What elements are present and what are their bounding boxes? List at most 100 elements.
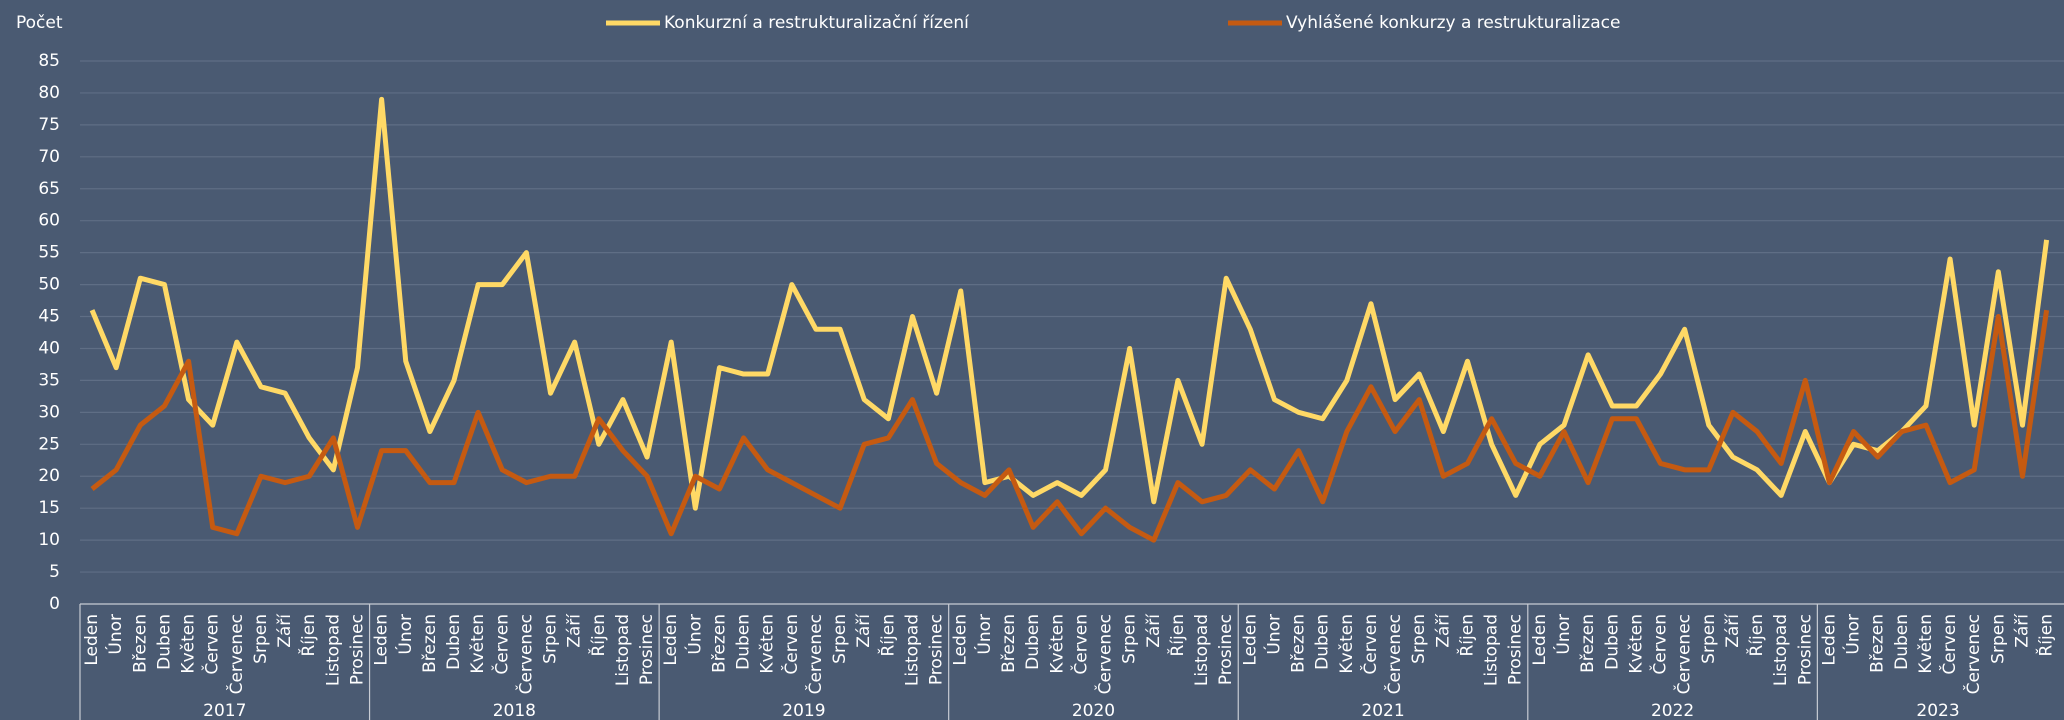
group-label: 2019 [782,701,825,720]
x-tick-label: Říjen [876,614,898,657]
x-tick-label: Leden [951,614,971,666]
x-tick-label: Květen [468,614,488,674]
x-tick-label: Červenec [514,614,536,694]
x-tick-label: Srpen [830,614,850,664]
x-tick-label: Listopad [1192,614,1212,686]
x-tick-label: Prosinec [347,614,367,685]
y-tick-label: 50 [38,275,60,295]
x-tick-label: Srpen [1409,614,1429,664]
x-tick-label: Duben [1023,614,1043,670]
group-label: 2022 [1651,701,1694,720]
x-tick-label: Srpen [251,614,271,664]
x-tick-label: Listopad [902,614,922,686]
x-tick-label: Červen [1649,614,1671,675]
x-tick-label: Září [1433,613,1453,648]
group-label: 2021 [1361,701,1404,720]
x-tick-label: Únor [1842,614,1864,655]
x-tick-label: Květen [1337,614,1357,674]
x-tick-label: Leden [1819,614,1839,666]
x-tick-label: Červenec [1094,614,1116,694]
x-tick-label: Prosinec [1216,614,1236,685]
x-tick-label: Leden [82,614,102,666]
y-tick-label: 65 [38,179,60,199]
x-tick-label: Červen [201,614,223,675]
x-tick-label: Březen [999,614,1019,673]
x-tick-label: Květen [1047,614,1067,674]
x-tick-label: Červen [1938,614,1960,675]
x-tick-label: Říjen [2035,614,2057,657]
x-tick-label: Září [2012,613,2032,648]
group-label: 2017 [203,701,246,720]
x-tick-label: Leden [1240,614,1260,666]
x-tick-label: Prosinec [1795,614,1815,685]
x-tick-label: Duben [444,614,464,670]
group-label: 2018 [493,701,536,720]
y-tick-label: 80 [38,83,60,103]
series-line [90,309,2050,543]
x-tick-label: Říjen [587,614,609,657]
x-tick-label: Říjen [1455,614,1477,657]
y-tick-label: 70 [38,147,60,167]
group-label: 2023 [1916,701,1959,720]
y-tick-label: 10 [38,530,60,550]
x-tick-label: Září [1723,613,1743,648]
y-tick-label: 20 [38,466,60,486]
y-tick-label: 25 [38,434,60,454]
x-tick-label: Prosinec [927,614,947,685]
x-tick-label: Leden [661,614,681,666]
x-tick-label: Únor [104,614,126,655]
y-tick-label: 35 [38,370,60,390]
x-tick-label: Září [275,613,295,648]
x-tick-label: Květen [1916,614,1936,674]
x-tick-label: Duben [154,614,174,670]
legend-label: Vyhlášené konkurzy a restrukturalizace [1286,13,1620,33]
x-tick-label: Březen [130,614,150,673]
x-tick-label: Březen [1289,614,1309,673]
y-tick-label: 45 [38,307,60,327]
y-tick-label: 55 [38,243,60,263]
x-tick-label: Březen [709,614,729,673]
x-tick-label: Duben [1892,614,1912,670]
x-tick-label: Červen [1359,614,1381,675]
y-tick-label: 30 [38,402,60,422]
x-tick-label: Únor [394,614,416,655]
x-tick-label: Červenec [225,614,247,694]
x-tick-label: Září [565,613,585,648]
x-tick-label: Duben [1313,614,1333,670]
x-tick-label: Červen [1069,614,1091,675]
x-tick-label: Prosinec [637,614,657,685]
x-tick-label: Červenec [1383,614,1405,694]
legend-label: Konkurzní a restrukturalizační řízení [664,13,970,33]
x-tick-label: Říjen [1166,614,1188,657]
x-tick-label: Srpen [541,614,561,664]
x-tick-label: Březen [420,614,440,673]
y-tick-label: 15 [38,498,60,518]
x-tick-label: Červen [490,614,512,675]
x-tick-label: Listopad [613,614,633,686]
x-tick-label: Srpen [1120,614,1140,664]
x-tick-label: Červenec [1962,614,1984,694]
x-tick-label: Září [854,613,874,648]
group-label: 2020 [1072,701,1115,720]
x-tick-label: Únor [1552,614,1574,655]
x-tick-label: Říjen [297,614,319,657]
x-tick-label: Únor [1262,614,1284,655]
x-tick-label: Květen [179,614,199,674]
x-tick-label: Leden [372,614,392,666]
y-axis-label: Počet [16,13,63,33]
x-tick-label: Březen [1868,614,1888,673]
x-tick-label: Duben [734,614,754,670]
x-tick-label: Září [1144,613,1164,648]
x-tick-label: Duben [1602,614,1622,670]
x-tick-label: Červenec [804,614,826,694]
x-tick-label: Červen [780,614,802,675]
x-tick-label: Únor [973,614,995,655]
y-tick-label: 75 [38,115,60,135]
x-tick-label: Listopad [1771,614,1791,686]
x-tick-label: Červenec [1673,614,1695,694]
y-tick-label: 0 [49,594,60,614]
x-tick-label: Únor [683,614,705,655]
y-tick-label: 85 [38,51,60,71]
